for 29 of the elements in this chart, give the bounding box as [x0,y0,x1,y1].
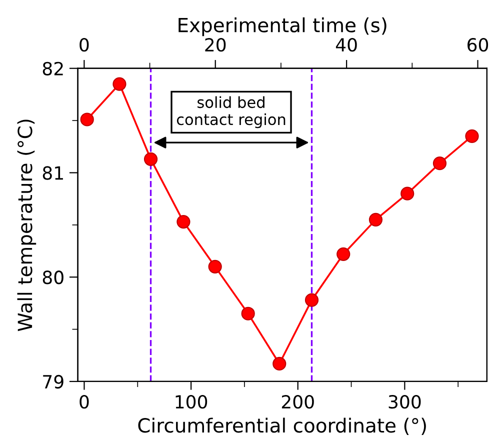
point [432,156,447,170]
point [112,77,126,91]
x-tick-label: 200 [282,394,314,409]
point [272,356,286,371]
x2-tick-label: 40 [336,38,357,52]
point [368,212,383,226]
y-tick-label: 81 [42,166,63,180]
x2-tick-label: 20 [205,38,226,52]
x-tick-label: 300 [388,394,421,409]
y-tick-label: 79 [43,374,64,389]
x2-tick-label: 0 [80,38,89,52]
point [400,186,414,200]
point [144,152,158,166]
x-tick-label: 0 [80,394,89,409]
point [241,306,255,320]
annotation: solid bed contact region [176,96,286,128]
point [208,260,222,274]
point [80,112,94,126]
x2-axis-title: Experimental time (s) [178,17,386,36]
x-tick-label: 100 [176,394,208,409]
point [336,247,350,261]
y-axis-title: Wall temperature (°C) [17,120,36,332]
y-tick-label: 80 [42,270,64,284]
x-axis-title: Circumferential coordinate (°) [138,418,426,436]
point [465,129,479,143]
y-tick-label: 82 [42,62,63,76]
point [304,293,319,307]
point [176,214,190,229]
x2-tick-label: 60 [468,38,488,52]
